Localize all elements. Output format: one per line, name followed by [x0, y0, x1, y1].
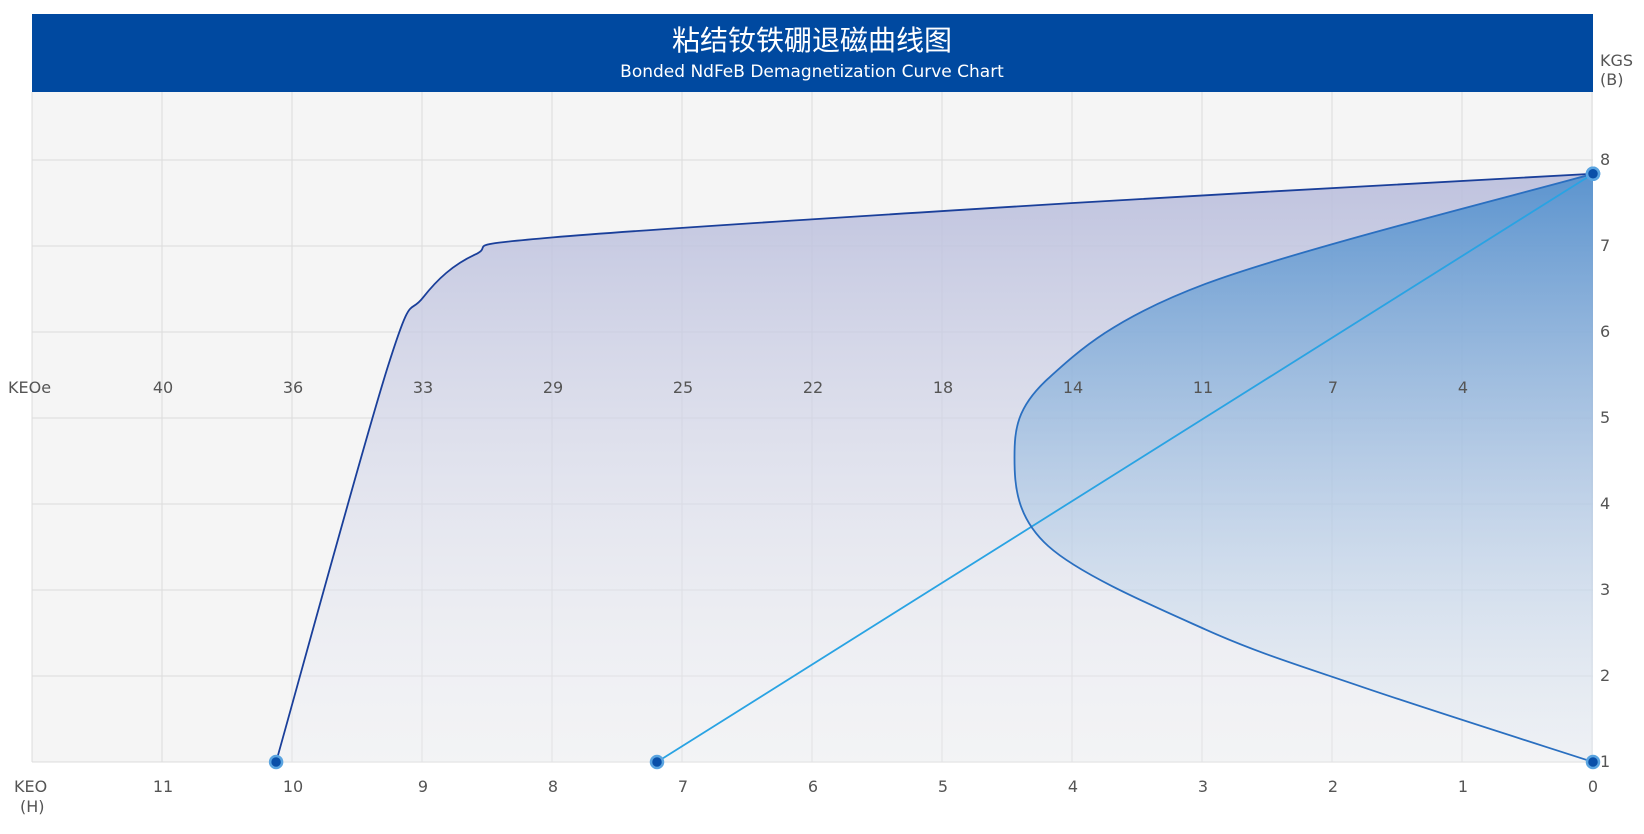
x-tick-label: 3 — [1198, 777, 1208, 796]
x-tick-label: 11 — [153, 777, 173, 796]
x-axis-label-unit: KEO — [14, 777, 47, 796]
x2-tick-label: 4 — [1458, 378, 1468, 397]
header-bar — [32, 14, 1593, 92]
y-tick-label: 1 — [1600, 752, 1610, 771]
curve-2-line — [656, 172, 1594, 763]
x2-tick-label: 29 — [543, 378, 563, 397]
x-tick-label: 10 — [283, 777, 303, 796]
chart-title: 粘结钕铁硼退磁曲线图 — [672, 24, 952, 57]
x2-tick-label: 7 — [1328, 378, 1338, 397]
x2-axis-label: KEOe — [8, 378, 51, 397]
curve-2-endpoint — [649, 754, 665, 770]
y-axis-label-symbol: (B) — [1600, 70, 1623, 89]
x-axis-label-symbol: (H) — [20, 797, 45, 816]
y-tick-label: 5 — [1600, 408, 1610, 427]
y-tick-label: 6 — [1600, 322, 1610, 341]
x2-tick-label: 22 — [803, 378, 823, 397]
curve-3-line — [1013, 172, 1594, 763]
curve-1-line — [275, 172, 1594, 763]
x2-tick-label: 40 — [153, 378, 173, 397]
y-tick-label: 8 — [1600, 150, 1610, 169]
x-tick-label: 4 — [1068, 777, 1078, 796]
y-tick-label: 2 — [1600, 666, 1610, 685]
x-tick-label: 2 — [1328, 777, 1338, 796]
x2-tick-label: 36 — [283, 378, 303, 397]
curve-1-endpoint — [268, 754, 284, 770]
x-tick-label: 1 — [1458, 777, 1468, 796]
y-tick-label: 7 — [1600, 236, 1610, 255]
y-tick-label: 3 — [1600, 580, 1610, 599]
x-tick-label: 7 — [678, 777, 688, 796]
curve-3-endpoint — [1585, 754, 1601, 770]
x-tick-label: 9 — [418, 777, 428, 796]
chart-subtitle: Bonded NdFeB Demagnetization Curve Chart — [620, 62, 1004, 82]
x2-tick-label: 25 — [673, 378, 693, 397]
y-tick-label: 4 — [1600, 494, 1610, 513]
x2-tick-label: 11 — [1193, 378, 1213, 397]
y-axis-label-unit: KGS — [1600, 51, 1633, 70]
curve-3-endpoint — [1585, 166, 1601, 182]
x2-tick-label: 14 — [1063, 378, 1083, 397]
x-tick-label: 8 — [548, 777, 558, 796]
curve-3-fill — [1014, 173, 1593, 762]
x2-tick-label: 33 — [413, 378, 433, 397]
x2-tick-label: 18 — [933, 378, 953, 397]
x-tick-label: 0 — [1588, 777, 1598, 796]
x-tick-label: 6 — [808, 777, 818, 796]
x-tick-label: 5 — [938, 777, 948, 796]
